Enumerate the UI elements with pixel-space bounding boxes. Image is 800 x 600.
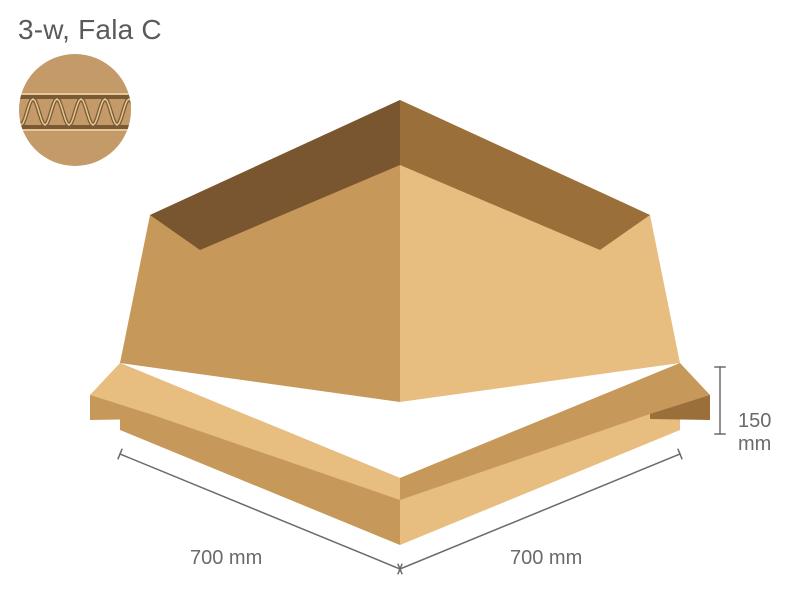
dimension-width-label: 700 mm [190, 547, 262, 570]
diagram-canvas: 3-w, Fala C 700 mm 700 mm 150 mm [0, 0, 800, 600]
dimension-height-unit: mm [738, 433, 771, 455]
dimension-height-label: 150 mm [738, 410, 771, 456]
dimension-depth-label: 700 mm [510, 547, 582, 570]
box-illustration [0, 0, 800, 600]
cardboard-type-label: 3-w, Fala C [18, 14, 162, 46]
dimension-height-value: 150 [738, 410, 771, 432]
